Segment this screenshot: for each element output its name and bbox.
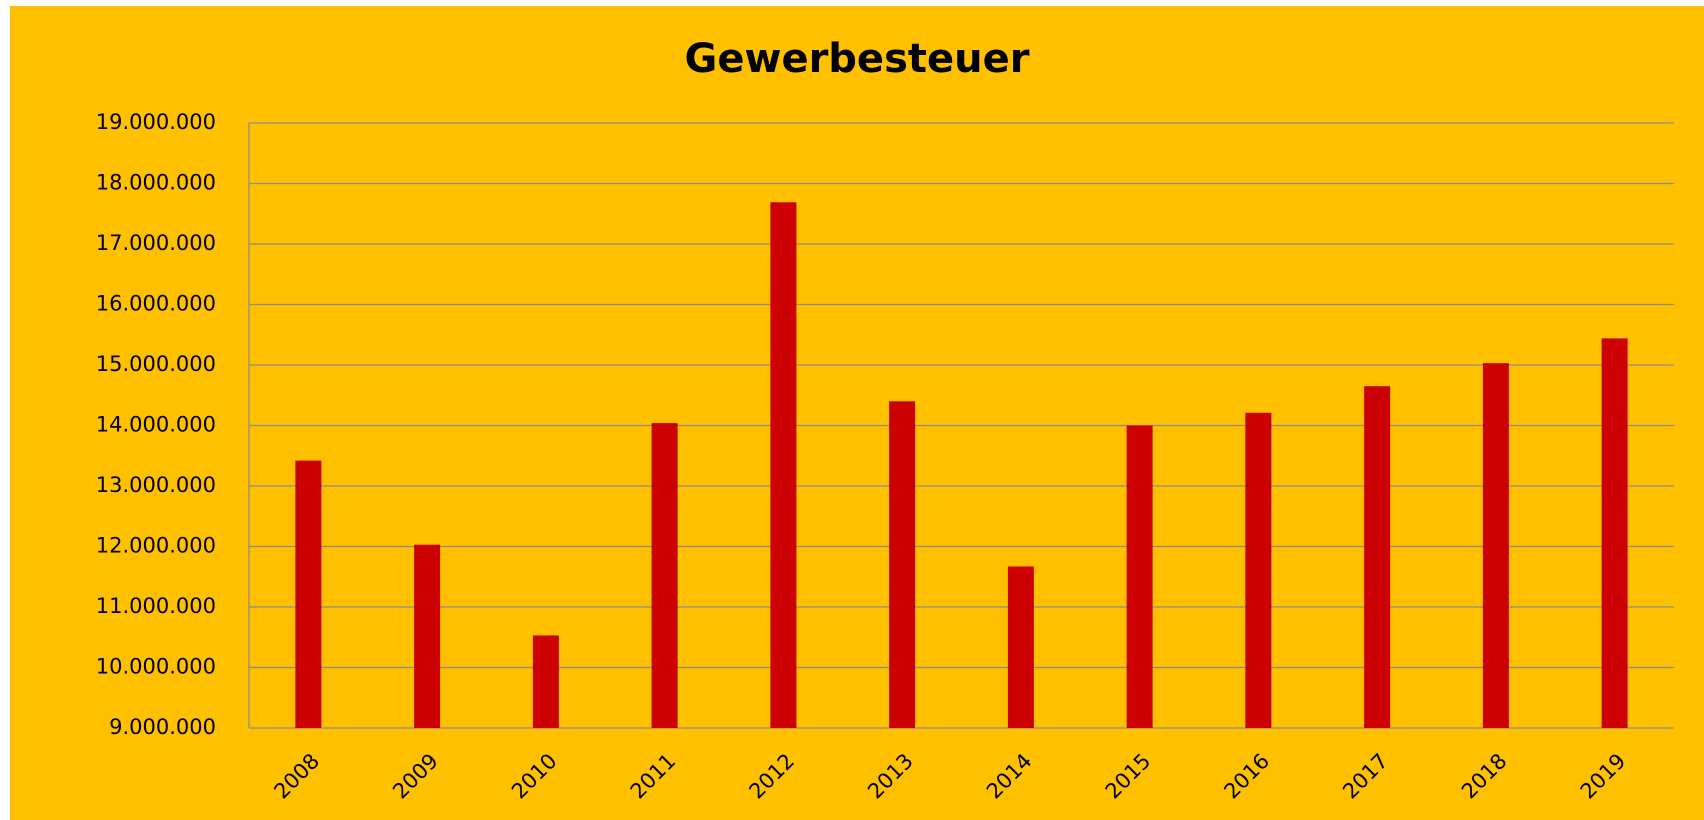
y-tick-label: 12.000.000: [96, 534, 216, 558]
chart-title: Gewerbesteuer: [685, 36, 1030, 82]
y-tick-label: 9.000.000: [109, 715, 216, 739]
bar: [770, 202, 797, 728]
y-tick-label: 17.000.000: [96, 231, 216, 255]
bar: [889, 401, 916, 728]
chart-background: [10, 6, 1704, 820]
y-tick-label: 16.000.000: [96, 292, 216, 316]
bar: [1482, 363, 1509, 728]
y-tick-label: 11.000.000: [96, 594, 216, 618]
bar: [1007, 566, 1034, 728]
bar: [1364, 386, 1391, 728]
y-tick-label: 19.000.000: [96, 110, 216, 134]
y-tick-label: 15.000.000: [96, 352, 216, 376]
y-tick-label: 10.000.000: [96, 655, 216, 679]
y-tick-label: 14.000.000: [96, 413, 216, 437]
bar: [651, 423, 678, 728]
bar: [1245, 412, 1272, 728]
y-tick-label: 18.000.000: [96, 171, 216, 195]
bar: [1601, 338, 1628, 728]
bar: [295, 460, 322, 728]
bar: [532, 635, 559, 728]
bar: [414, 544, 441, 728]
y-tick-label: 13.000.000: [96, 473, 216, 497]
bar: [1126, 425, 1153, 728]
